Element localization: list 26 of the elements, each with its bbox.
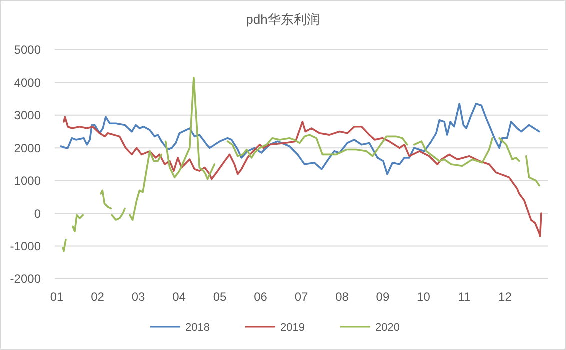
x-tick-label: 09	[376, 290, 390, 304]
y-tick-label: -1000	[10, 239, 42, 254]
x-tick-label: 04	[172, 290, 186, 304]
x-tick-label: 11	[458, 290, 472, 304]
y-tick-label: 0	[34, 206, 42, 221]
legend-label: 2020	[376, 322, 400, 334]
y-tick-label: 5000	[14, 43, 42, 58]
y-tick-label: 1000	[14, 174, 42, 188]
y-tick-label: 2000	[14, 141, 42, 156]
chart-title: pdh华东利润	[246, 12, 320, 27]
line-series	[60, 103, 540, 176]
line-series	[63, 116, 542, 238]
x-tick-label: 06	[254, 290, 268, 304]
x-tick-label: 02	[91, 290, 105, 304]
legend-label: 2018	[186, 322, 210, 334]
legend-label: 2019	[280, 322, 305, 334]
y-tick-label: -2000	[10, 272, 42, 286]
x-tick-label: 03	[132, 290, 146, 304]
x-tick-label: 12	[498, 290, 512, 304]
y-tick-label: 4000	[14, 76, 42, 90]
x-tick-label: 05	[213, 290, 228, 304]
x-tick-label: 01	[50, 290, 64, 304]
x-tick-label: 08	[336, 290, 350, 304]
y-tick-label: 3000	[14, 108, 42, 123]
x-tick-label: 10	[417, 290, 431, 304]
x-tick-label: 07	[294, 290, 308, 304]
